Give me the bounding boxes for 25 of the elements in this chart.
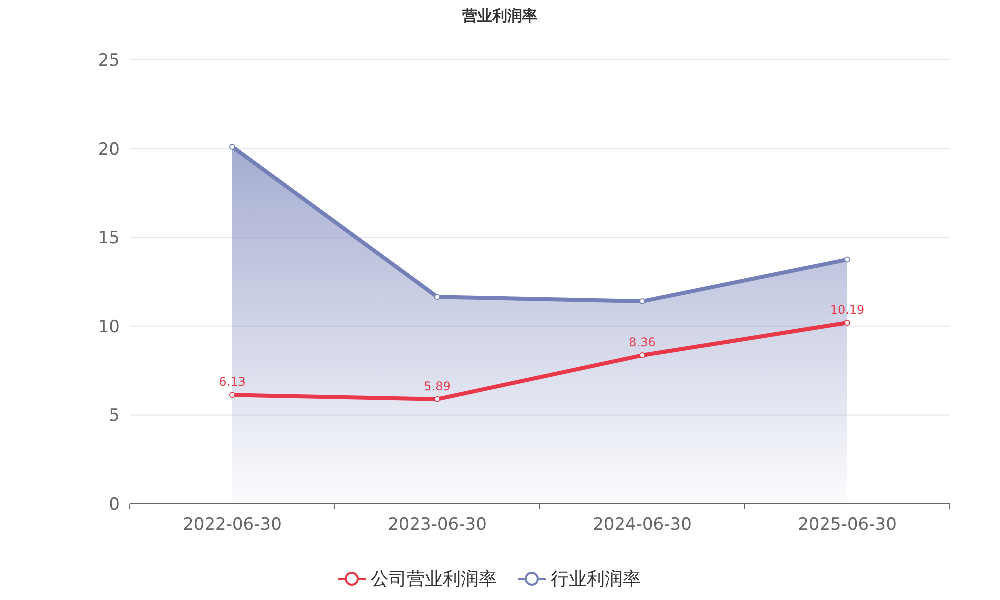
x-tick-label: 2022-06-30 [183,515,282,535]
data-label: 5.89 [424,379,451,394]
point [640,298,646,305]
x-tick-label: 2024-06-30 [593,515,692,535]
legend-label: 行业利润率 [551,569,641,590]
y-tick-label: 20 [98,140,120,160]
x-tick-label: 2023-06-30 [388,515,487,535]
x-tick-label: 2025-06-30 [798,515,897,535]
y-tick-label: 15 [98,228,120,249]
y-tick-label: 25 [98,51,120,71]
point [844,256,850,263]
y-tick-label: 5 [109,406,120,426]
chart-title: 营业利润率 [462,7,538,25]
point [434,396,440,402]
data-label: 6.13 [219,375,246,390]
point [844,320,850,326]
data-label: 10.19 [830,303,865,318]
point [640,352,646,359]
data-label: 8.36 [629,336,656,350]
legend-label: 公司营业利润率 [371,569,497,590]
y-tick-label: 10 [98,317,120,338]
point [230,144,236,150]
y-tick-label: 0 [109,495,120,515]
point [230,392,236,398]
point [434,294,440,300]
